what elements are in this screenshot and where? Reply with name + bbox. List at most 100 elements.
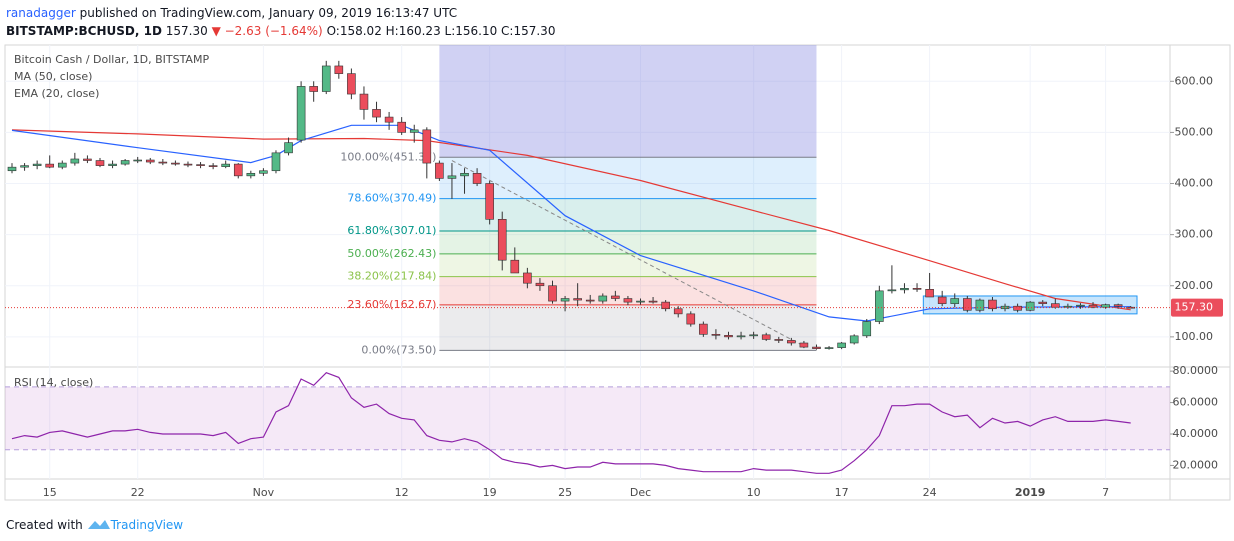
last-price-label: 157.30 [1175,301,1214,314]
candle-body [497,219,507,261]
candle-body [485,183,494,220]
x-tick-label: 25 [558,486,572,499]
fib-label: 61.80%(307.01) [347,224,436,237]
candle-body [183,163,193,166]
candle-body [862,321,872,337]
last: 157.30 [165,24,208,38]
author[interactable]: ranadagger [6,6,76,20]
candle-body [158,161,168,164]
candle-body [7,166,17,172]
x-tick-label: 17 [835,486,849,499]
candle-body [435,162,444,179]
date-range [439,45,817,158]
candle-body [598,295,608,302]
fib-zone [439,231,817,254]
fib-label: 23.60%(162.67) [347,298,436,311]
candle-body [912,288,922,290]
y-tick-label: 500.00 [1175,125,1214,138]
candle-body [975,299,985,311]
rsi-line [11,372,1131,474]
y-tick-label: 200.00 [1175,279,1214,292]
candle-body [32,163,42,166]
candle-body [1113,304,1123,307]
rsi-band [5,386,1170,450]
candle-body [812,346,821,349]
candle-body [699,323,708,335]
ma50-line [11,129,1131,311]
candle-body [963,298,972,311]
candle-body [1038,301,1048,304]
candle-body [686,313,696,325]
y-tick-label: 300.00 [1175,228,1214,241]
candle-body [108,163,117,166]
legend-ema: EMA (20, close) [14,87,99,100]
candle-body [20,165,29,168]
candle-body [523,272,532,284]
fib-label: 100.00%(451.37) [340,150,436,163]
candle-body [296,86,306,141]
fib-zone [439,198,817,232]
candle-body [925,289,934,298]
candle-body [711,334,721,336]
candle-body [133,159,142,162]
brand[interactable]: TradingView [110,518,184,532]
candle-body [761,334,771,340]
footer: Created with TradingView [6,515,183,532]
x-tick-label: 7 [1102,486,1109,499]
candle-body [787,340,796,344]
candle-body [233,163,243,177]
x-tick-label: 19 [483,486,497,499]
candle-body [259,170,268,174]
quote-line: BITSTAMP:BCHUSD, 1D 157.30 ▼ −2.63 (−1.6… [6,22,555,40]
candle-body [636,300,645,303]
candle-body [460,172,469,177]
candle-body [673,308,683,315]
candle-body [900,288,909,291]
candle-body [472,172,482,184]
candle-body [271,152,281,172]
candle-body [1063,305,1073,308]
candle-body [661,301,670,310]
x-tick-label: 12 [395,486,409,499]
candle-body [57,162,67,168]
candle-body [397,121,406,133]
candle-body [824,347,834,349]
candle-body [1025,301,1035,311]
frame [4,44,1231,501]
candle-body [799,342,809,348]
candle-body [585,299,595,302]
candle-body [1013,305,1022,311]
candle-body [648,300,658,303]
candle-body [736,335,746,338]
candle-body [422,129,432,164]
candle-body [937,296,947,304]
candle-body [1051,303,1060,308]
candle-body [535,282,545,287]
candle-body [849,335,859,344]
candle-body [309,86,318,92]
candle-body [887,289,897,292]
y-tick-label: 40.0000 [1173,427,1219,440]
x-tick-label: 10 [747,486,761,499]
candle-body [45,163,55,168]
candle-body [246,172,256,177]
candle-body [83,158,92,161]
candle-body [623,298,633,303]
candle-body [573,298,582,301]
fib-zone [439,304,817,351]
candle-body [145,159,155,163]
candle-body [70,158,80,164]
candle-body [950,298,960,304]
y-tick-label: 400.00 [1175,177,1214,190]
x-tick-label: Dec [630,486,651,499]
candle-body [334,65,344,74]
x-tick-label: 15 [43,486,57,499]
candle-body [171,162,180,165]
x-tick-label: 22 [131,486,145,499]
y-tick-label: 80.0000 [1173,364,1219,377]
candle-body [196,164,205,166]
y-tick-label: 60.0000 [1173,396,1219,409]
candle-body [347,73,356,95]
y-tick-label: 20.0000 [1173,458,1219,471]
